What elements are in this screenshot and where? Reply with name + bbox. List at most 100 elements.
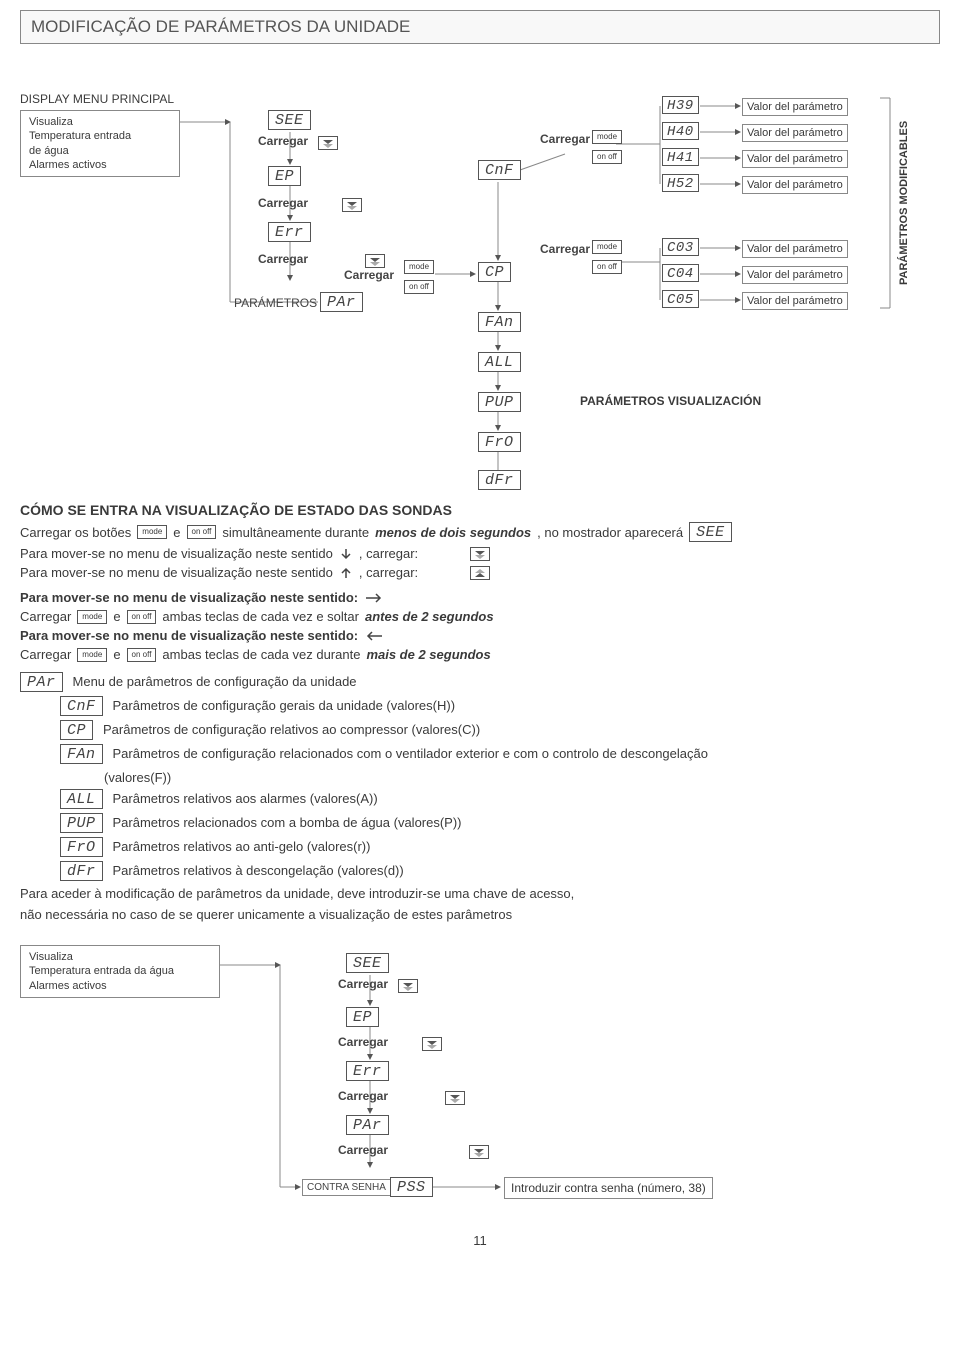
seg-pup: PUP (60, 813, 103, 833)
text: Para mover-se no menu de visualização ne… (20, 590, 358, 605)
text: ambas teclas de cada vez durante (162, 647, 360, 662)
onoff-button[interactable]: on off (187, 525, 217, 539)
section-title: CÓMO SE ENTRA NA VISUALIZAÇÃO DE ESTADO … (20, 502, 940, 518)
seg-set: SEE (689, 522, 732, 542)
param-value: Valor del parámetro (742, 292, 848, 310)
desc-text: Parâmetros relativos aos alarmes (valore… (113, 789, 940, 806)
carregar-label: Carregar (338, 1035, 388, 1049)
text: Para aceder à modificação de parâmetros … (20, 885, 940, 903)
parametros-label: PARÁMETROS (234, 296, 317, 310)
down-icon (398, 979, 418, 993)
down-icon (365, 254, 385, 268)
mode-button[interactable]: mode (77, 610, 107, 624)
seg-fan: FAn (478, 312, 521, 332)
flow-diagram-top: DISPLAY MENU PRINCIPAL Visualiza Tempera… (20, 52, 940, 472)
param-value: Valor del parámetro (742, 266, 848, 284)
text: Para mover-se no menu de visualização ne… (20, 565, 333, 580)
desc-text: Parâmetros de configuração relacionados … (113, 744, 940, 761)
down-icon (445, 1091, 465, 1105)
mode-button[interactable]: mode (592, 130, 622, 144)
carregar-label: Carregar (258, 196, 308, 210)
mode-button[interactable]: mode (404, 260, 434, 274)
carregar-label: Carregar (338, 1089, 388, 1103)
seg-c05: C05 (662, 290, 699, 308)
arrow-right-icon (364, 592, 384, 604)
desc-text: Parâmetros relativos à descongelação (va… (113, 861, 940, 878)
desc-text: Parâmetros relativos ao anti-gelo (valor… (113, 837, 940, 854)
mode-button[interactable]: mode (137, 525, 167, 539)
text: Para mover-se no menu de visualização ne… (20, 546, 333, 561)
intro-senha-label: Introduzir contra senha (número, 38) (504, 1177, 713, 1199)
arrow-left-icon (364, 630, 384, 642)
desc-text: Parâmetros de configuração gerais da uni… (113, 696, 940, 713)
modificables-label: PARÁMETROS MODIFICABLES (898, 98, 910, 308)
carregar-label: Carregar (540, 132, 590, 146)
seg-tp: EP (268, 166, 301, 186)
onoff-button[interactable]: on off (592, 260, 622, 274)
param-value: Valor del parámetro (742, 150, 848, 168)
down-icon (318, 136, 338, 150)
body-text: CÓMO SE ENTRA NA VISUALIZAÇÃO DE ESTADO … (20, 502, 940, 923)
carregar-label: Carregar (540, 242, 590, 256)
onoff-button[interactable]: on off (592, 150, 622, 164)
seg-all: ALL (478, 352, 521, 372)
arrow-up-icon (339, 566, 353, 580)
seg-cnf: CnF (478, 160, 521, 180)
seg-par: PAr (20, 672, 63, 692)
desc-text: Parâmetros de configuração relativos ao … (103, 720, 940, 737)
carregar-label: Carregar (258, 252, 308, 266)
page-number: 11 (20, 1233, 940, 1248)
text: antes de 2 segundos (365, 609, 494, 624)
onoff-button[interactable]: on off (127, 610, 157, 624)
carregar-label: Carregar (258, 134, 308, 148)
text: simultâneamente durante (222, 525, 369, 540)
down-icon (342, 198, 362, 212)
seg-all: ALL (60, 789, 103, 809)
param-value: Valor del parámetro (742, 176, 848, 194)
param-vis-label: PARÁMETROS VISUALIZACIÓN (580, 394, 761, 408)
mode-button[interactable]: mode (77, 648, 107, 662)
contra-senha-label: CONTRA SENHA (302, 1179, 391, 1196)
seg-set: SEE (346, 953, 389, 973)
seg-err: Err (268, 222, 311, 242)
text: e (113, 647, 120, 662)
seg-cp: CP (60, 720, 93, 740)
seg-h40: H40 (662, 122, 699, 140)
text: ambas teclas de cada vez e soltar (162, 609, 359, 624)
onoff-button[interactable]: on off (127, 648, 157, 662)
text: e (173, 525, 180, 540)
seg-dfr: dFr (60, 861, 103, 881)
down-icon (469, 1145, 489, 1159)
text: não necessária no caso de se querer unic… (20, 906, 940, 924)
seg-c03: C03 (662, 238, 699, 256)
seg-err: Err (346, 1061, 389, 1081)
text: Carregar (20, 647, 71, 662)
text: Para mover-se no menu de visualização ne… (20, 628, 358, 643)
seg-cnf: CnF (60, 696, 103, 716)
carregar-label: Carregar (338, 977, 388, 991)
desc-text: (valores(F)) (104, 768, 940, 785)
seg-par: PAr (320, 292, 363, 312)
seg-pup: PUP (478, 392, 521, 412)
carregar-label: Carregar (338, 1143, 388, 1157)
mode-button[interactable]: mode (592, 240, 622, 254)
param-value: Valor del parámetro (742, 240, 848, 258)
seg-fan: FAn (60, 744, 103, 764)
flow-diagram-bottom: Visualiza Temperatura entrada da água Al… (20, 935, 940, 1215)
carregar-label: Carregar (344, 268, 394, 282)
down-icon (422, 1037, 442, 1051)
seg-tp: EP (346, 1007, 379, 1027)
seg-pss: PSS (390, 1177, 433, 1197)
visualiza-box-2: Visualiza Temperatura entrada da água Al… (20, 945, 220, 998)
seg-c04: C04 (662, 264, 699, 282)
text: , carregar: (359, 546, 418, 561)
seg-fro: FrO (60, 837, 103, 857)
seg-h39: H39 (662, 96, 699, 114)
desc-text: Menu de parâmetros de configuração da un… (73, 672, 940, 689)
text: Carregar os botões (20, 525, 131, 540)
seg-set: SEE (268, 110, 311, 130)
text: , no mostrador aparecerá (537, 525, 683, 540)
onoff-button[interactable]: on off (404, 280, 434, 294)
visualiza-box: Visualiza Temperatura entrada de água Al… (20, 110, 180, 177)
text: , carregar: (359, 565, 418, 580)
